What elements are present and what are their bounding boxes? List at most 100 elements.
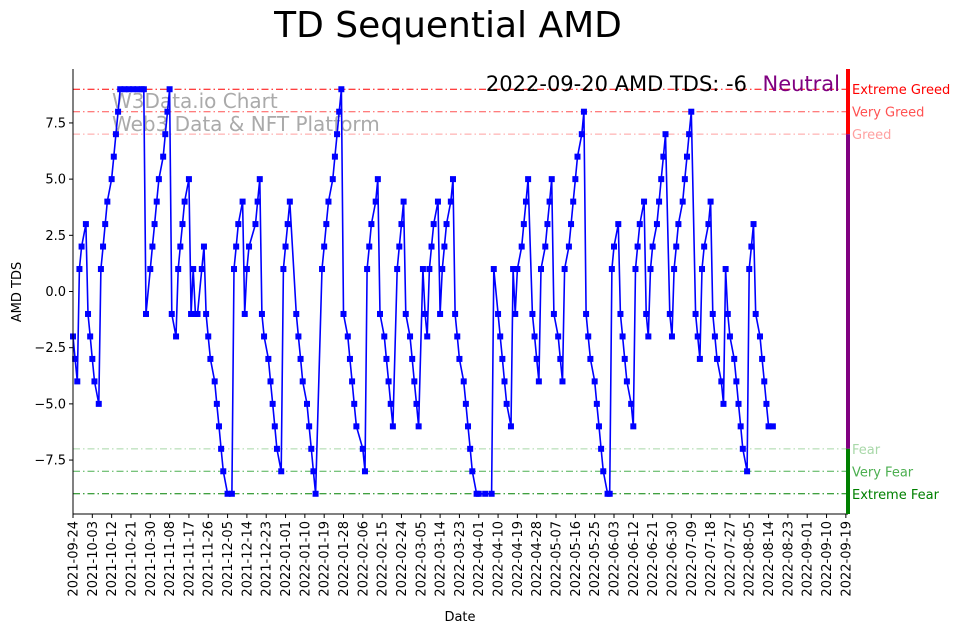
data-point-125 [411,378,418,385]
data-point-241 [720,400,727,407]
level-label-1: Very Greed [852,106,924,121]
data-point-253 [750,221,757,228]
data-point-72 [267,378,274,385]
annotation: 2022-09-20 AMD TDS: -6 Neutral [486,72,840,96]
data-point-249 [739,445,746,452]
data-point-129 [422,310,429,317]
x-tick-label-27: 2022-05-25 [588,521,603,597]
data-point-189 [585,333,592,340]
x-tick-label-32: 2022-07-09 [685,521,700,597]
data-point-34 [164,108,171,115]
data-point-143 [456,355,463,362]
data-point-259 [765,423,772,430]
y-tick-label-6: 7.5 [45,116,66,131]
data-point-180 [561,266,568,273]
data-point-87 [308,445,315,452]
x-tick-label-2: 2021-10-12 [105,521,120,597]
data-point-163 [518,243,525,250]
x-tick-label-9: 2021-12-14 [240,521,255,597]
data-point-148 [469,468,476,475]
data-point-12 [100,243,107,250]
x-tick-label-0: 2021-09-24 [67,521,82,597]
x-tick-label-31: 2022-06-30 [665,521,680,597]
data-point-33 [162,131,169,138]
data-point-123 [407,333,414,340]
data-point-166 [525,176,532,183]
data-point-22 [130,86,137,93]
data-point-173 [544,221,551,228]
data-point-68 [256,176,263,183]
data-point-237 [709,310,716,317]
data-point-49 [203,310,210,317]
data-point-165 [522,198,529,205]
sentiment-label: Neutral [762,72,840,96]
data-point-78 [282,243,289,250]
x-tick-label-10: 2021-12-23 [260,521,275,597]
data-point-247 [735,400,742,407]
x-tick-label-15: 2022-02-06 [356,521,371,597]
data-point-213 [647,266,654,273]
data-point-157 [501,378,508,385]
data-point-105 [359,445,366,452]
data-point-167 [529,310,536,317]
data-point-161 [512,310,519,317]
x-tick-label-34: 2022-07-27 [723,521,738,597]
data-point-57 [224,490,231,497]
data-point-218 [660,153,667,160]
data-point-233 [699,266,706,273]
data-point-232 [696,355,703,362]
data-point-53 [213,400,220,407]
data-point-181 [565,243,572,250]
data-point-83 [297,355,304,362]
x-tick-label-26: 2022-05-16 [569,521,584,597]
x-tick-label-22: 2022-04-10 [492,521,507,597]
data-point-183 [570,198,577,205]
data-point-256 [759,355,766,362]
data-point-254 [752,310,759,317]
chart-title: TD Sequential AMD [273,5,622,46]
data-point-102 [349,378,356,385]
x-tick-label-12: 2022-01-10 [298,521,313,597]
data-point-1 [72,355,79,362]
data-point-32 [160,153,167,160]
data-point-122 [402,310,409,317]
x-tick-label-6: 2021-11-17 [182,521,197,597]
x-tick-label-24: 2022-04-28 [530,521,545,597]
data-point-152 [488,490,495,497]
data-point-86 [306,423,313,430]
data-point-248 [737,423,744,430]
data-point-61 [235,221,242,228]
data-point-238 [711,333,718,340]
data-point-221 [668,333,675,340]
data-point-120 [398,221,405,228]
data-point-5 [82,221,89,228]
data-point-224 [675,221,682,228]
data-point-65 [246,243,253,250]
sentiment-levels: Extreme Greed Very Greed Greed Fear Very Fea… [73,83,950,503]
data-point-245 [731,355,738,362]
data-point-82 [295,333,302,340]
data-point-62 [239,198,246,205]
data-point-52 [211,378,218,385]
x-tick-label-35: 2022-08-05 [743,521,758,597]
data-point-40 [179,221,186,228]
data-point-226 [681,176,688,183]
data-point-75 [273,445,280,452]
data-point-168 [531,333,538,340]
x-tick-label-37: 2022-08-23 [781,521,796,597]
data-point-84 [299,378,306,385]
data-point-144 [460,378,467,385]
data-point-179 [559,378,566,385]
data-point-16 [110,153,117,160]
data-point-64 [243,266,250,273]
x-tick-label-21: 2022-04-01 [472,521,487,597]
data-point-133 [430,221,437,228]
data-point-199 [610,243,617,250]
data-point-79 [284,221,291,228]
x-tick-label-38: 2022-09-01 [801,521,816,597]
data-point-43 [188,310,195,317]
y-tick-label-0: −7.5 [34,454,66,469]
data-point-142 [454,333,461,340]
data-point-185 [574,153,581,160]
data-point-7 [87,333,94,340]
